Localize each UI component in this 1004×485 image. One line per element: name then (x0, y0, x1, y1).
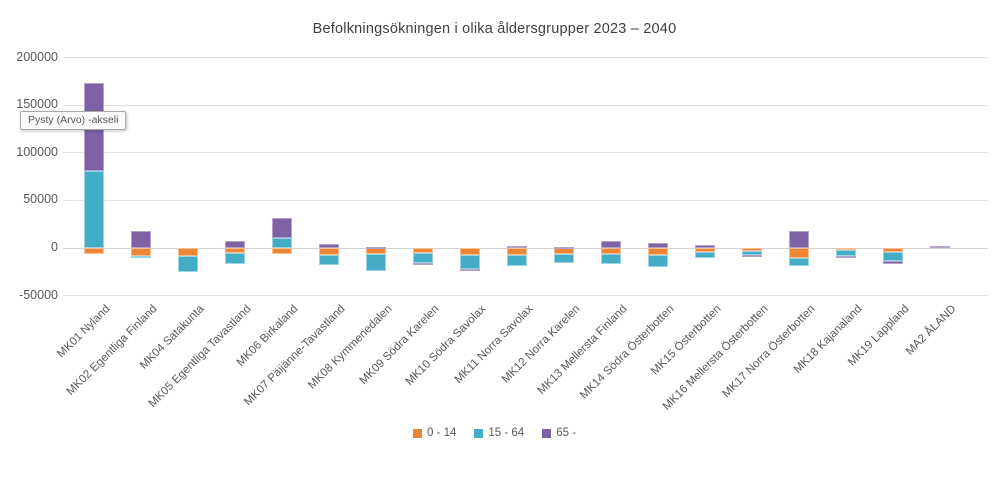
legend-item-65-[interactable]: 65 - (542, 427, 576, 439)
bar-segment-15-64[interactable] (412, 252, 433, 263)
bar-segment-15-64[interactable] (130, 255, 151, 259)
x-axis-category-label[interactable]: MK08 Kymmenedalen (305, 303, 394, 392)
bar-segment-0-14[interactable] (177, 248, 198, 256)
bar-segment-65-[interactable] (788, 231, 809, 248)
bar-segment-65-[interactable] (600, 241, 621, 248)
y-axis-tick-label[interactable]: 100000 (16, 144, 58, 159)
x-axis-category-label[interactable]: MK15 Österbotten (648, 303, 723, 378)
x-axis-category-label[interactable]: MK09 Södra Karelen (357, 303, 441, 387)
x-axis-category-label[interactable]: MK18 Kajanaland (791, 303, 864, 376)
legend-label: 0 - 14 (426, 427, 457, 439)
bar-segment-15-64[interactable] (694, 252, 715, 259)
bar-segment-65-[interactable] (694, 244, 715, 248)
gridline (63, 199, 988, 201)
legend-swatch (474, 428, 484, 438)
bar-segment-65-[interactable] (553, 247, 574, 250)
y-axis-tick-label[interactable]: 200000 (16, 49, 58, 64)
value-axis-tooltip: Pysty (Arvo) -akseli (20, 111, 127, 130)
bar-segment-0-14[interactable] (835, 248, 856, 250)
bar-segment-15-64[interactable] (224, 252, 245, 265)
legend-label: 15 - 64 (488, 427, 525, 439)
bar-segment-15-64[interactable] (553, 253, 574, 264)
bar-segment-0-14[interactable] (318, 248, 339, 255)
x-axis-category-label[interactable]: MK16 Mellersta Österbotten (660, 303, 770, 413)
bar-segment-0-14[interactable] (694, 248, 715, 253)
bar-segment-15-64[interactable] (506, 254, 527, 267)
bar-segment-15-64[interactable] (459, 254, 480, 269)
y-axis-tick-label[interactable]: -50000 (19, 287, 58, 302)
legend-item-0-14[interactable]: 0 - 14 (412, 427, 457, 439)
x-axis-category-label[interactable]: MK12 Norra Karelen (499, 303, 582, 386)
bar-segment-65-[interactable] (271, 217, 292, 239)
legend-label: 65 - (556, 427, 577, 439)
x-axis-category-label[interactable]: MK10 Södra Savolax (403, 303, 488, 388)
bar-segment-15-64[interactable] (788, 257, 809, 266)
bar-segment-0-14[interactable] (459, 248, 480, 255)
bar-segment-0-14[interactable] (83, 248, 104, 254)
x-axis-category-label[interactable]: MK04 Satakunta (137, 303, 206, 372)
bar-segment-15-64[interactable] (318, 254, 339, 265)
legend: 0 - 14 15 - 64 65 - (0, 427, 989, 439)
x-axis-category-label[interactable]: MK11 Norra Savolax (452, 303, 535, 386)
bar-segment-65-[interactable] (929, 245, 950, 248)
bar-segment-0-14[interactable] (741, 248, 762, 252)
bar-segment-0-14[interactable] (224, 248, 245, 253)
bar-segment-65-[interactable] (412, 262, 433, 265)
bar-segment-65-[interactable] (224, 241, 245, 248)
legend-swatch (412, 428, 422, 438)
bar-segment-15-64[interactable] (271, 238, 292, 248)
gridline (63, 295, 988, 297)
gridline (63, 152, 988, 154)
bar-segment-65-[interactable] (506, 245, 527, 248)
bar-segment-15-64[interactable] (835, 249, 856, 257)
chart-title[interactable]: Befolkningsökningen i olika åldersgruppe… (312, 21, 677, 37)
bar-segment-15-64[interactable] (600, 254, 621, 264)
bar-segment-15-64[interactable] (882, 251, 903, 262)
bar-segment-0-14[interactable] (130, 248, 151, 256)
bar-segment-15-64[interactable] (83, 170, 104, 248)
bar-segment-65-[interactable] (741, 255, 762, 258)
y-axis-tick-label[interactable]: 150000 (16, 97, 58, 112)
bar-segment-65-[interactable] (365, 246, 386, 249)
gridline (63, 104, 988, 106)
bar-segment-65-[interactable] (130, 230, 151, 248)
bar-segment-65-[interactable] (459, 268, 480, 271)
bar-segment-0-14[interactable] (882, 248, 903, 252)
bar-segment-0-14[interactable] (788, 248, 809, 258)
bar-segment-0-14[interactable] (271, 248, 292, 255)
bar-segment-0-14[interactable] (412, 248, 433, 253)
x-axis-category-label[interactable]: MK07 Päijänne-Tavastland (241, 303, 347, 409)
bar-segment-65-[interactable] (882, 261, 903, 264)
bar-segment-0-14[interactable] (506, 248, 527, 255)
x-axis-category-label[interactable]: MK17 Norra Österbotten (719, 303, 817, 401)
y-axis-tick-label[interactable]: 0 (51, 240, 58, 254)
bar-segment-0-14[interactable] (647, 248, 668, 255)
x-axis-category-label[interactable]: MA2 ÅLAND (903, 303, 958, 358)
x-axis-category-label[interactable]: MK14 Södra Österbotten (577, 303, 676, 402)
bar-segment-15-64[interactable] (177, 255, 198, 272)
y-axis-tick-label[interactable]: 50000 (23, 192, 58, 207)
x-axis-category-label[interactable]: MK05 Egentliga Tavastland (146, 303, 253, 410)
x-axis-category-label[interactable]: MK19 Lappland (845, 303, 911, 369)
bar-segment-65-[interactable] (647, 243, 668, 248)
x-axis-category-label[interactable]: MK13 Mellersta Finland (535, 303, 629, 397)
bar-segment-65-[interactable] (835, 256, 856, 259)
gridline (63, 57, 988, 59)
bar-segment-15-64[interactable] (365, 253, 386, 272)
x-axis-category-label[interactable]: MK06 Birkaland (234, 303, 300, 369)
bar-segment-15-64[interactable] (741, 251, 762, 256)
value-axis-tooltip-text: Pysty (Arvo) -akseli (28, 114, 119, 126)
bar-segment-0-14[interactable] (600, 248, 621, 255)
legend-item-15-64[interactable]: 15 - 64 (474, 427, 524, 439)
bar-segment-15-64[interactable] (647, 254, 668, 267)
legend-swatch (542, 428, 552, 438)
bar-segment-65-[interactable] (318, 243, 339, 248)
